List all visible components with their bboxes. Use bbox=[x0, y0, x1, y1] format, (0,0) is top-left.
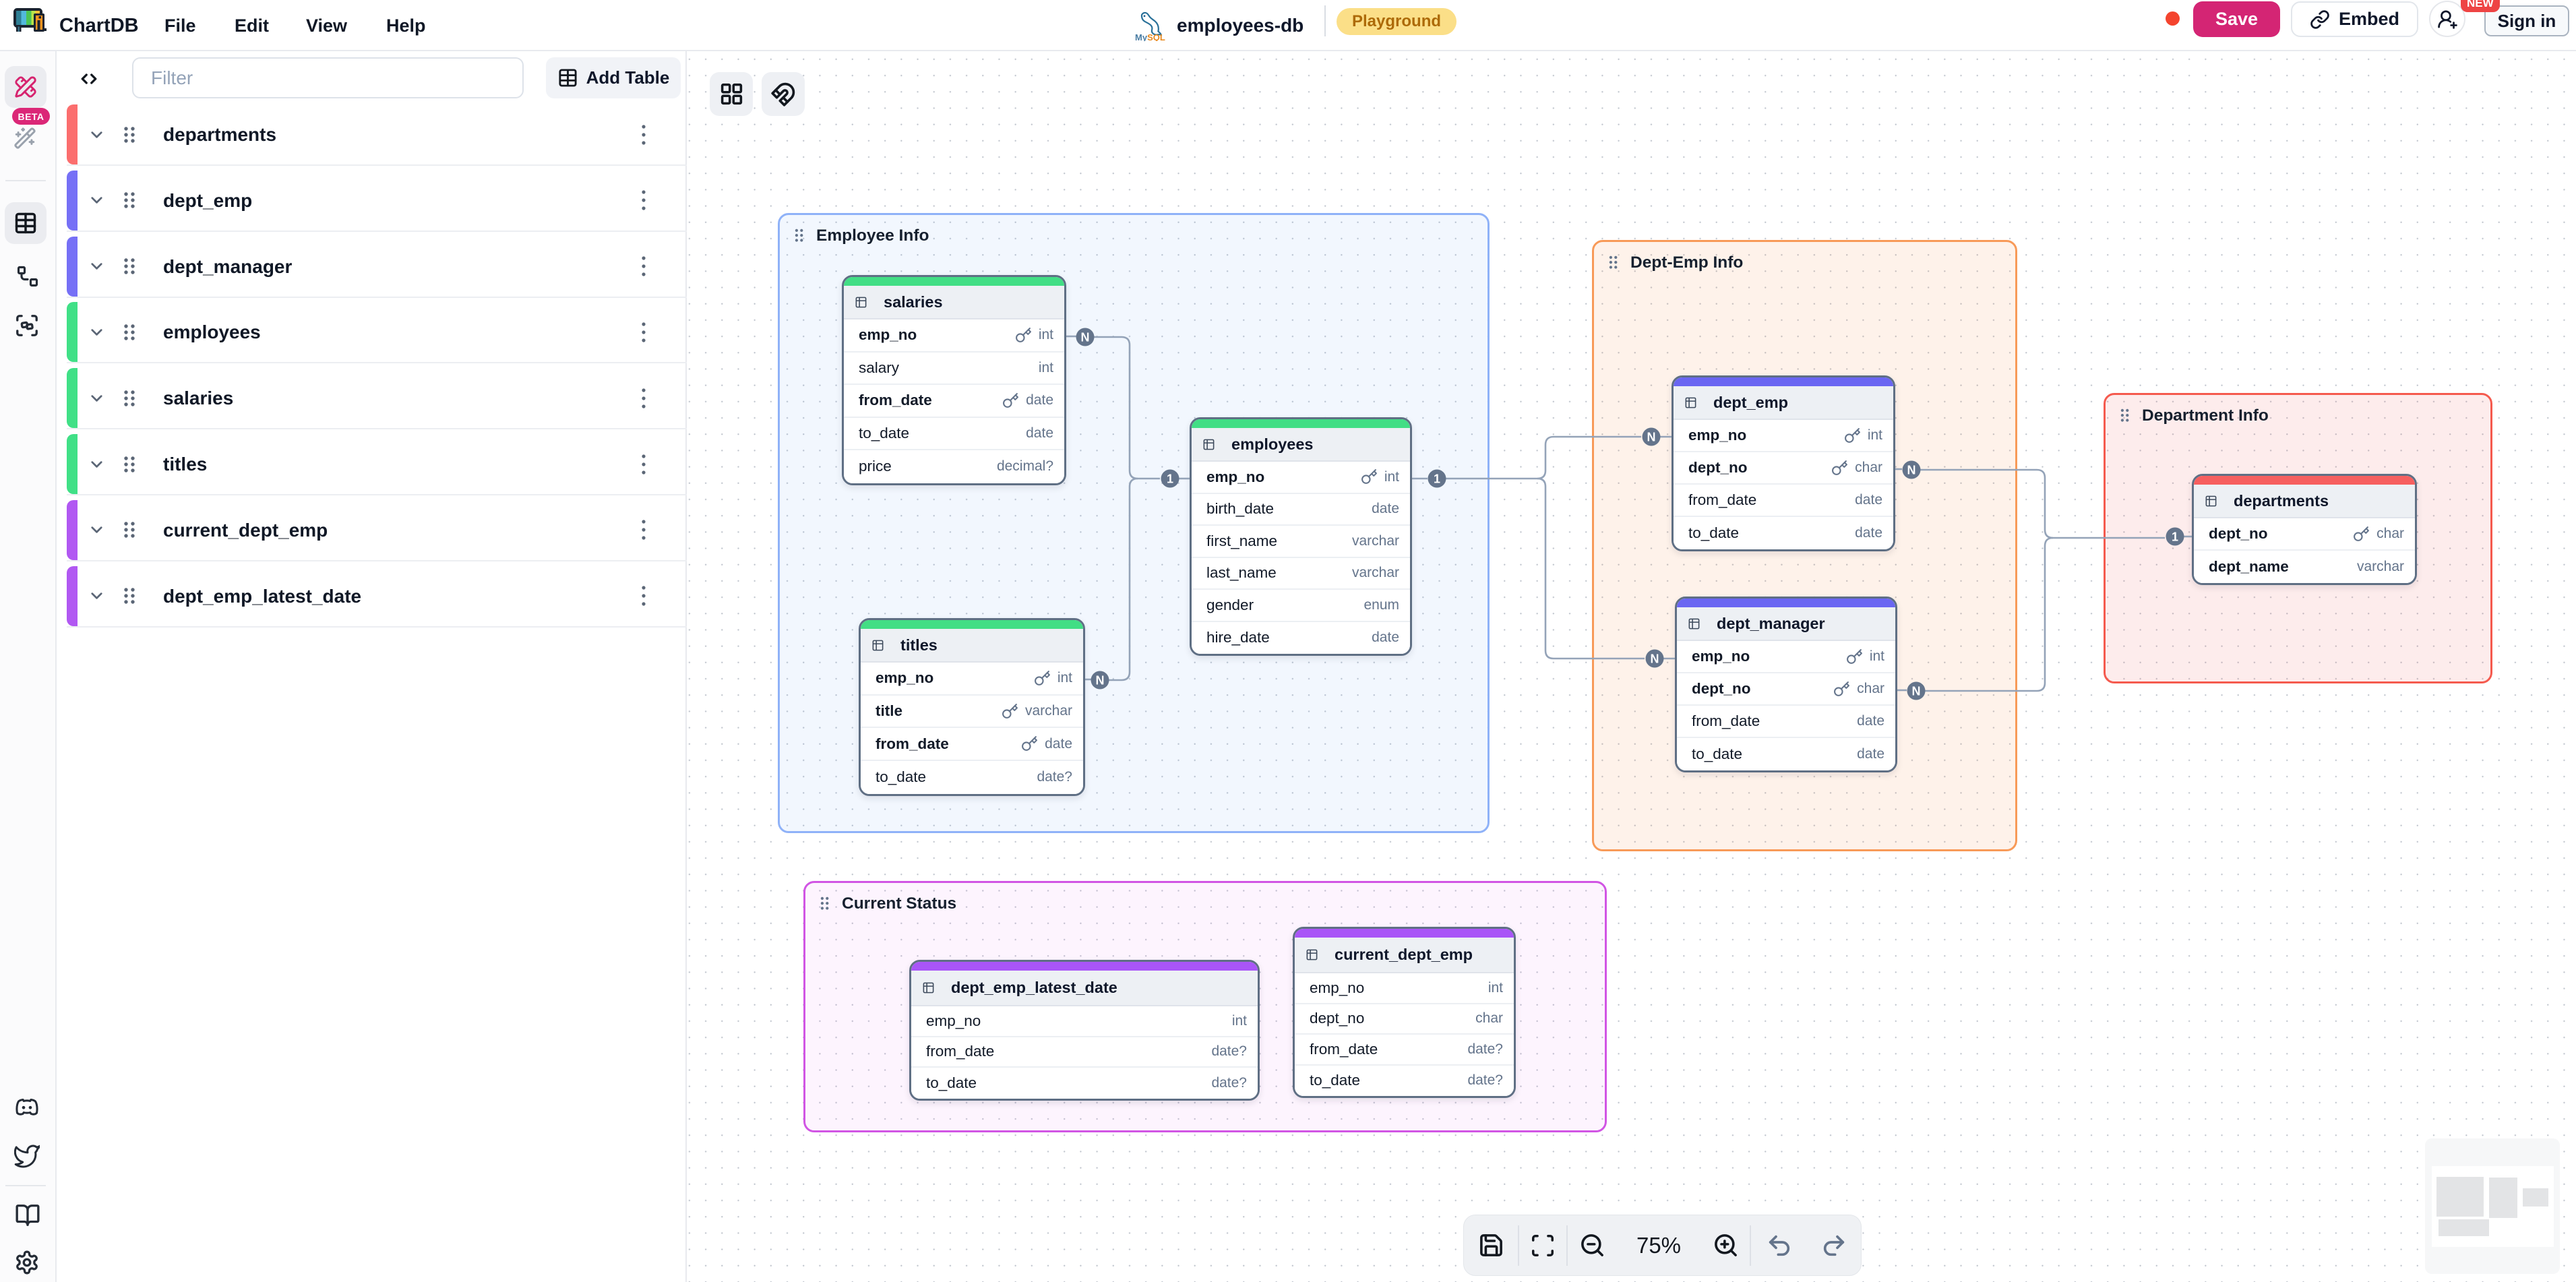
svg-text:N: N bbox=[1096, 674, 1105, 688]
svg-text:N: N bbox=[1912, 685, 1921, 698]
svg-text:1: 1 bbox=[1167, 472, 1173, 486]
svg-text:N: N bbox=[1081, 331, 1090, 344]
svg-text:1: 1 bbox=[1434, 472, 1440, 486]
svg-text:N: N bbox=[1651, 652, 1659, 666]
svg-text:N: N bbox=[1907, 464, 1916, 477]
svg-text:MySQL: MySQL bbox=[1135, 32, 1165, 41]
svg-text:N: N bbox=[1647, 431, 1656, 444]
svg-text:1: 1 bbox=[2172, 530, 2178, 544]
